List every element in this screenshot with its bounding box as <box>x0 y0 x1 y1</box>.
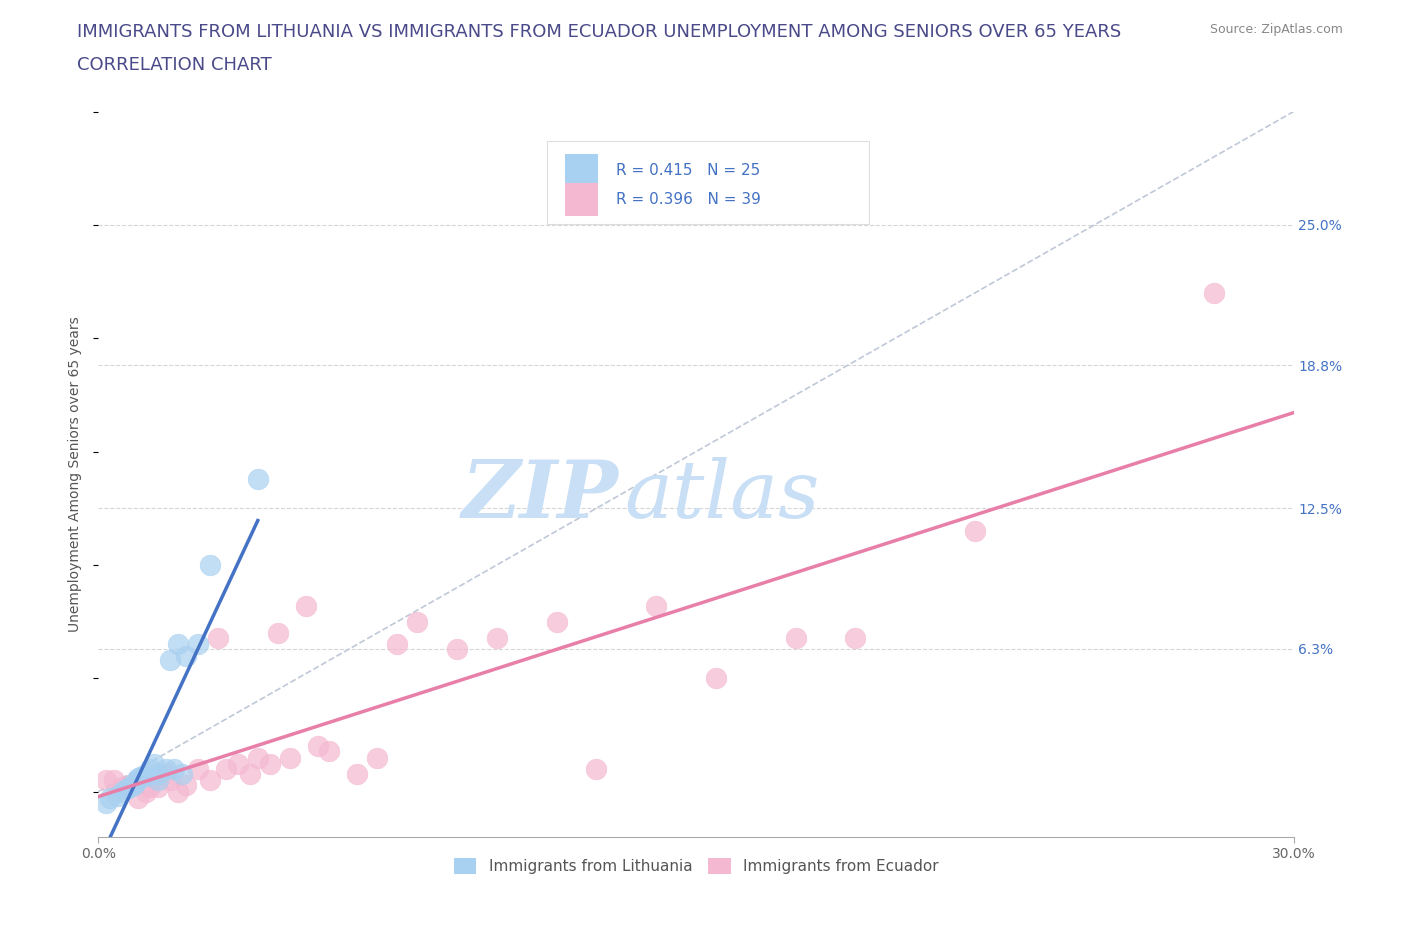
Point <box>174 648 197 663</box>
Point <box>198 773 221 788</box>
Point <box>207 631 229 645</box>
Point <box>259 757 281 772</box>
Point <box>155 766 177 781</box>
Point <box>239 766 262 781</box>
Point <box>124 776 146 790</box>
Point <box>103 773 125 788</box>
Point <box>159 653 181 668</box>
Point <box>246 751 269 765</box>
Point <box>159 773 181 788</box>
Point <box>139 762 162 777</box>
Point <box>135 784 157 799</box>
Text: IMMIGRANTS FROM LITHUANIA VS IMMIGRANTS FROM ECUADOR UNEMPLOYMENT AMONG SENIORS : IMMIGRANTS FROM LITHUANIA VS IMMIGRANTS … <box>77 23 1122 41</box>
Point <box>167 784 190 799</box>
Point <box>294 598 316 613</box>
Text: atlas: atlas <box>624 458 820 535</box>
Point <box>139 779 162 794</box>
Point <box>546 614 568 629</box>
Text: Source: ZipAtlas.com: Source: ZipAtlas.com <box>1209 23 1343 36</box>
Text: CORRELATION CHART: CORRELATION CHART <box>77 56 273 73</box>
Point <box>111 779 134 794</box>
Point <box>96 795 118 810</box>
Point <box>278 751 301 765</box>
Point <box>131 768 153 783</box>
Point <box>155 762 177 777</box>
Point <box>174 777 197 792</box>
Point <box>226 757 249 772</box>
Point <box>96 773 118 788</box>
Point <box>187 762 209 777</box>
Text: R = 0.396   N = 39: R = 0.396 N = 39 <box>616 192 761 207</box>
Point <box>148 766 170 781</box>
Point <box>385 637 409 652</box>
Y-axis label: Unemployment Among Seniors over 65 years: Unemployment Among Seniors over 65 years <box>69 316 83 632</box>
Point <box>167 637 190 652</box>
Point <box>307 738 329 753</box>
Point <box>98 791 122 806</box>
Point <box>148 773 170 788</box>
FancyBboxPatch shape <box>547 140 869 224</box>
Legend: Immigrants from Lithuania, Immigrants from Ecuador: Immigrants from Lithuania, Immigrants fr… <box>447 852 945 880</box>
Point <box>127 791 149 806</box>
Point <box>172 766 194 781</box>
Point <box>446 642 468 657</box>
Point <box>246 472 269 486</box>
Point <box>115 782 138 797</box>
Point <box>645 598 668 613</box>
FancyBboxPatch shape <box>565 153 598 187</box>
Point <box>120 779 142 794</box>
Point <box>366 751 388 765</box>
Text: ZIP: ZIP <box>461 458 619 535</box>
Point <box>187 637 209 652</box>
Point <box>148 779 170 794</box>
Point <box>143 757 166 772</box>
Point <box>215 762 238 777</box>
Point <box>704 671 727 685</box>
Point <box>844 631 866 645</box>
Point <box>127 771 149 786</box>
Point <box>163 762 186 777</box>
Point <box>111 784 134 799</box>
Point <box>963 524 986 538</box>
Point <box>124 777 146 792</box>
Point <box>406 614 429 629</box>
Point <box>127 773 149 788</box>
Point <box>785 631 807 645</box>
FancyBboxPatch shape <box>565 183 598 216</box>
Point <box>135 768 157 783</box>
Point <box>346 766 368 781</box>
Text: R = 0.415   N = 25: R = 0.415 N = 25 <box>616 163 761 178</box>
Point <box>198 558 221 573</box>
Point <box>1202 286 1225 300</box>
Point <box>318 743 340 758</box>
Point <box>120 777 142 792</box>
Point <box>267 626 290 641</box>
Point <box>107 789 129 804</box>
Point <box>585 762 607 777</box>
Point <box>485 631 508 645</box>
